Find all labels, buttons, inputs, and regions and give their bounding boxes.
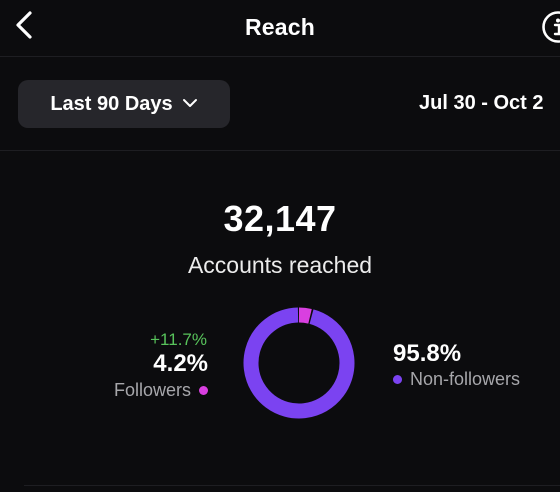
header-divider [0,56,560,57]
non-followers-legend-label: Non-followers [410,369,521,389]
bottom-divider [24,485,560,486]
info-button[interactable] [541,10,560,44]
date-range-dropdown[interactable]: Last 90 Days [18,80,230,128]
chevron-left-icon [13,10,35,45]
date-range-dropdown-label: Last 90 Days [50,92,173,115]
followers-percent: 4.2% [153,350,208,377]
audience-donut-chart [243,307,355,419]
page-title: Reach [244,14,316,40]
info-icon [541,11,560,48]
accounts-reached-label: Accounts reached [187,252,373,278]
back-button[interactable] [8,8,40,46]
chevron-down-icon [182,95,198,113]
followers-change: +11.7% [150,330,207,349]
header: Reach [0,0,560,56]
non-followers-legend: Non-followers [393,369,520,390]
accounts-reached-count: 32,147 [223,198,337,239]
followers-legend: Followers [114,380,208,401]
followers-legend-label: Followers [113,380,191,400]
non-followers-percent: 95.8% [393,340,462,367]
toolbar-divider [0,150,560,151]
donut-segment-followers [243,307,355,419]
date-range-text: Jul 30 - Oct 2 [419,92,544,114]
followers-legend-dot [199,386,208,395]
non-followers-legend-dot [393,375,402,384]
donut-segment-non-followers [243,307,355,419]
